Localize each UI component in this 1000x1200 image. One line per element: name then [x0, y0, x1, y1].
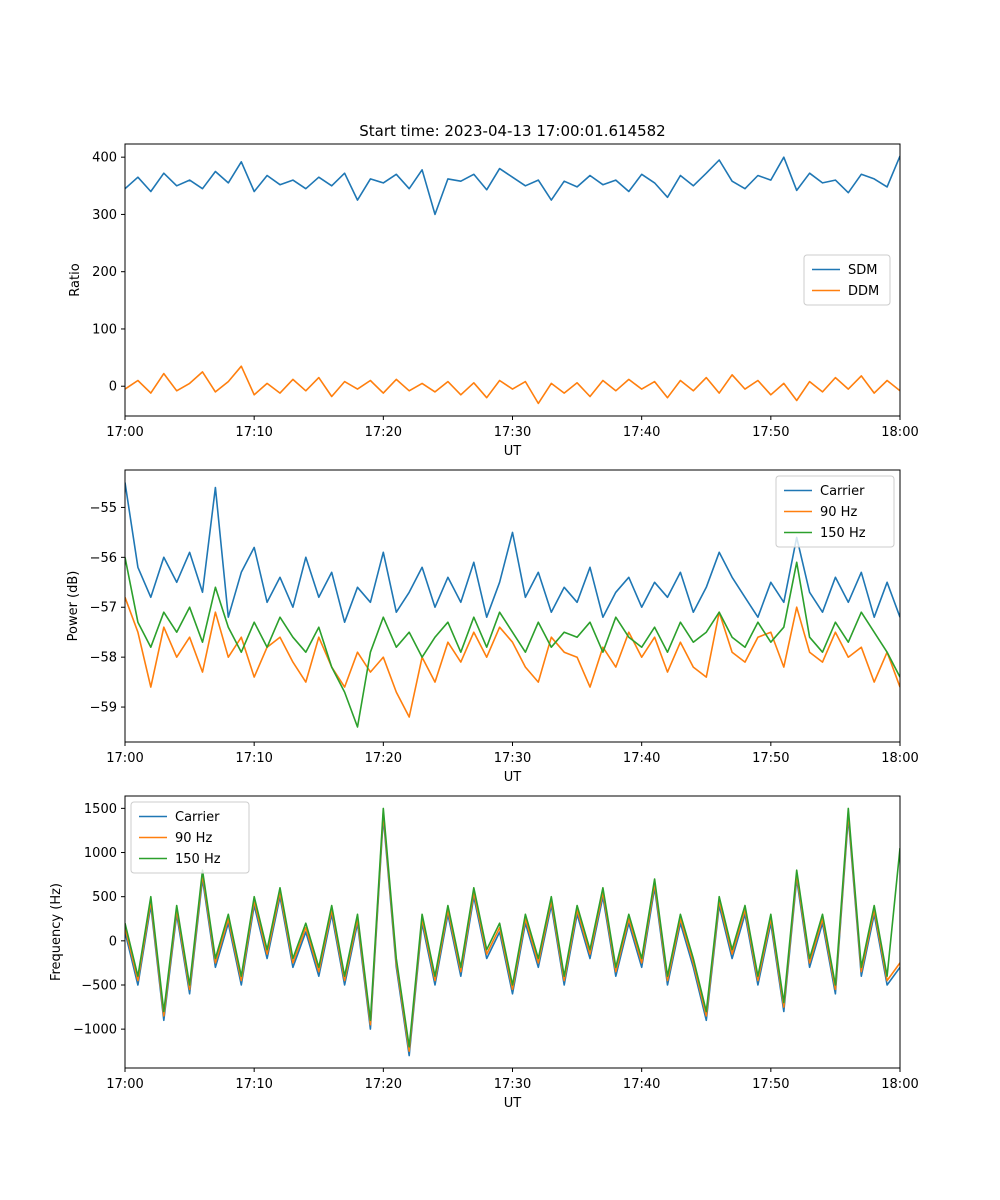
x-tick-label: 17:10: [235, 751, 272, 766]
x-tick-label: 17:50: [752, 425, 789, 440]
y-tick-label: −56: [90, 551, 117, 566]
legend-box: [130, 801, 250, 874]
y-tick-label: −58: [90, 651, 117, 666]
x-axis-label: UT: [504, 1096, 522, 1111]
y-tick-label: 0: [109, 380, 117, 395]
legend: Carrier 90 Hz 150 Hz: [130, 801, 250, 874]
y-tick-label: 1500: [84, 802, 117, 817]
x-tick-label: 17:50: [752, 751, 789, 766]
y-tick-label: 100: [92, 322, 117, 337]
legend-label: Carrier: [175, 810, 220, 825]
x-tick-label: 17:00: [106, 1077, 143, 1092]
figure-title: Start time: 2023-04-13 17:00:01.614582: [359, 122, 665, 140]
y-axis-label: Frequency (Hz): [49, 883, 64, 981]
x-tick-label: 18:00: [881, 425, 918, 440]
x-axis-label: UT: [504, 444, 522, 459]
y-tick-label: 200: [92, 265, 117, 280]
frequency-panel: 17:00 17:10 17:20 17:30 17:40 17:50 18:00 −1000…: [49, 795, 919, 1111]
y-tick-label: 300: [92, 208, 117, 223]
x-tick-label: 17:40: [623, 751, 660, 766]
y-tick-label: −57: [90, 601, 117, 616]
legend-box: [803, 254, 891, 306]
series-line-150-hz: [125, 807, 900, 1048]
series-line-90-hz: [125, 597, 900, 718]
y-tick-label: 0: [109, 934, 117, 949]
x-tick-label: 17:00: [106, 751, 143, 766]
y-tick-label: −1000: [73, 1023, 117, 1038]
legend-label: 150 Hz: [820, 526, 866, 541]
series-line-carrier: [125, 482, 900, 624]
x-axis-label: UT: [504, 770, 522, 785]
series-line-sdm: [125, 155, 900, 216]
x-tick-label: 17:20: [365, 751, 402, 766]
x-tick-label: 17:30: [494, 751, 531, 766]
x-tick-label: 17:10: [235, 425, 272, 440]
legend-label: 90 Hz: [820, 505, 857, 520]
y-tick-label: 500: [92, 890, 117, 905]
series-line-ddm: [125, 365, 900, 405]
x-tick-label: 18:00: [881, 751, 918, 766]
legend-label: Carrier: [820, 484, 865, 499]
x-tick-label: 18:00: [881, 1077, 918, 1092]
legend-label: SDM: [848, 263, 877, 278]
y-tick-label: −59: [90, 701, 117, 716]
x-tick-label: 17:30: [494, 1077, 531, 1092]
axes-frame: [124, 143, 901, 417]
legend-label: DDM: [848, 284, 879, 299]
y-tick-label: −500: [81, 978, 117, 993]
x-tick-label: 17:20: [365, 425, 402, 440]
y-tick-label: 1000: [84, 846, 117, 861]
y-tick-label: −55: [90, 501, 117, 516]
y-axis-label: Ratio: [68, 263, 83, 296]
power-panel: 17:00 17:10 17:20 17:30 17:40 17:50 18:00 −59 −5…: [66, 469, 919, 785]
legend-box: [775, 475, 895, 548]
legend-label: 150 Hz: [175, 852, 221, 867]
x-tick-label: 17:20: [365, 1077, 402, 1092]
x-tick-label: 17:40: [623, 1077, 660, 1092]
legend: Carrier 90 Hz 150 Hz: [775, 475, 895, 548]
x-tick-label: 17:40: [623, 425, 660, 440]
y-tick-label: 400: [92, 151, 117, 166]
x-tick-label: 17:30: [494, 425, 531, 440]
legend-label: 90 Hz: [175, 831, 212, 846]
y-axis-label: Power (dB): [66, 571, 81, 642]
legend: SDM DDM: [803, 254, 891, 306]
x-tick-label: 17:10: [235, 1077, 272, 1092]
series-line-150-hz: [125, 557, 900, 728]
ratio-panel: 17:00 17:10 17:20 17:30 17:40 17:50 18:00 0 100 2…: [68, 143, 919, 459]
x-tick-label: 17:50: [752, 1077, 789, 1092]
x-tick-label: 17:00: [106, 425, 143, 440]
